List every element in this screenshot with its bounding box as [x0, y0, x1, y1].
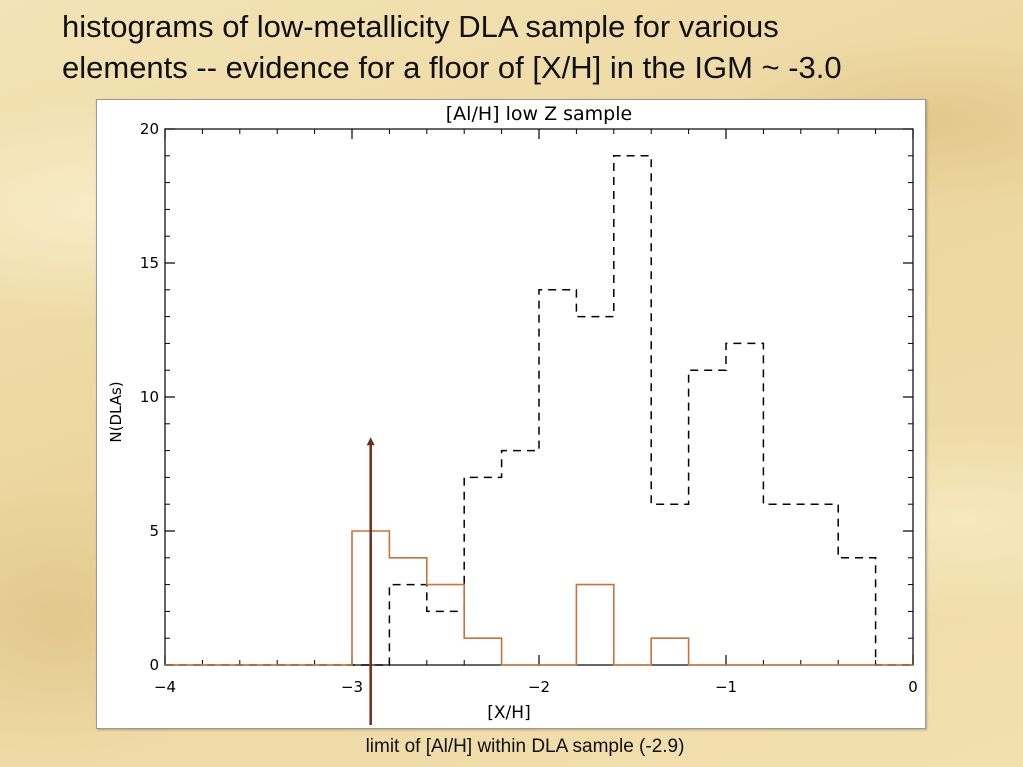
x-axis-label: [X/H]: [487, 703, 530, 723]
dashed-bin: [464, 477, 501, 665]
dashed-bin: [763, 504, 800, 665]
y-axis-label: N(DLAs): [107, 381, 125, 442]
x-tick-label: −3: [341, 678, 363, 696]
histogram-solid-series: [165, 530, 913, 666]
limit-arrow-head: [366, 437, 375, 446]
plot-frame: −4 −3 −2 −1 0 0 5 10 15 20 [Al/H] low Z sample [X/H…: [96, 99, 926, 729]
solid-bin: [651, 638, 688, 665]
solid-bin: [427, 585, 464, 665]
slide-title-line-2: elements -- evidence for a floor of [X/H…: [62, 50, 842, 85]
dashed-bin: [576, 317, 613, 665]
slide-title: histograms of low-metallicity DLA sample…: [62, 6, 1002, 88]
chart-title: [Al/H] low Z sample: [446, 103, 632, 125]
y-tick-label: 15: [140, 254, 159, 272]
y-tick-label: 10: [140, 388, 159, 406]
x-tick-label: −4: [154, 678, 176, 696]
x-tick-label: −2: [528, 678, 550, 696]
dashed-bin: [801, 504, 838, 665]
dashed-bin: [614, 156, 651, 665]
histogram-dashed-series: [165, 155, 913, 666]
solid-bin: [389, 558, 426, 665]
x-tick-label: −1: [715, 678, 737, 696]
dashed-bin: [689, 370, 726, 665]
y-tick-label: 0: [149, 656, 159, 674]
slide-title-line-1: histograms of low-metallicity DLA sample…: [62, 9, 779, 44]
dashed-bin: [502, 451, 539, 665]
solid-bin: [464, 638, 501, 665]
dashed-bin: [651, 504, 688, 665]
y-tick-label: 20: [140, 120, 159, 138]
x-tick-label: 0: [908, 678, 918, 696]
y-tick-label: 5: [149, 522, 159, 540]
dashed-bin: [389, 585, 426, 665]
dashed-bin: [726, 343, 763, 665]
dashed-bin: [427, 611, 464, 665]
arrow-caption: limit of [Al/H] within DLA sample (-2.9): [365, 736, 685, 757]
dashed-bin: [838, 558, 875, 665]
plot-box: [164, 128, 914, 666]
dashed-bin: [539, 290, 576, 665]
solid-bin: [576, 585, 613, 665]
histogram-chart: −4 −3 −2 −1 0 0 5 10 15 20 [Al/H] low Z sample [X/H…: [107, 103, 918, 725]
